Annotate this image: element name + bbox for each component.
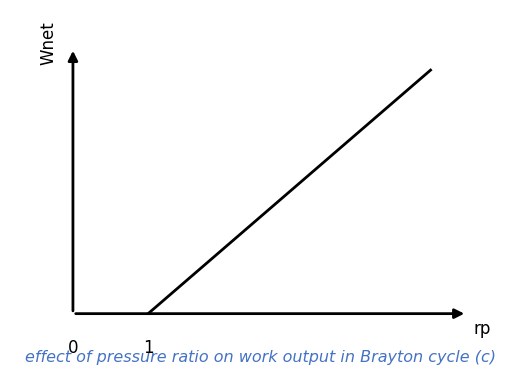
Text: effect of pressure ratio on work output in Brayton cycle (c): effect of pressure ratio on work output … bbox=[25, 350, 496, 365]
Text: Wnet: Wnet bbox=[40, 21, 57, 65]
Text: rp: rp bbox=[473, 320, 491, 338]
Text: 0: 0 bbox=[68, 339, 78, 356]
Text: 1: 1 bbox=[143, 339, 153, 356]
